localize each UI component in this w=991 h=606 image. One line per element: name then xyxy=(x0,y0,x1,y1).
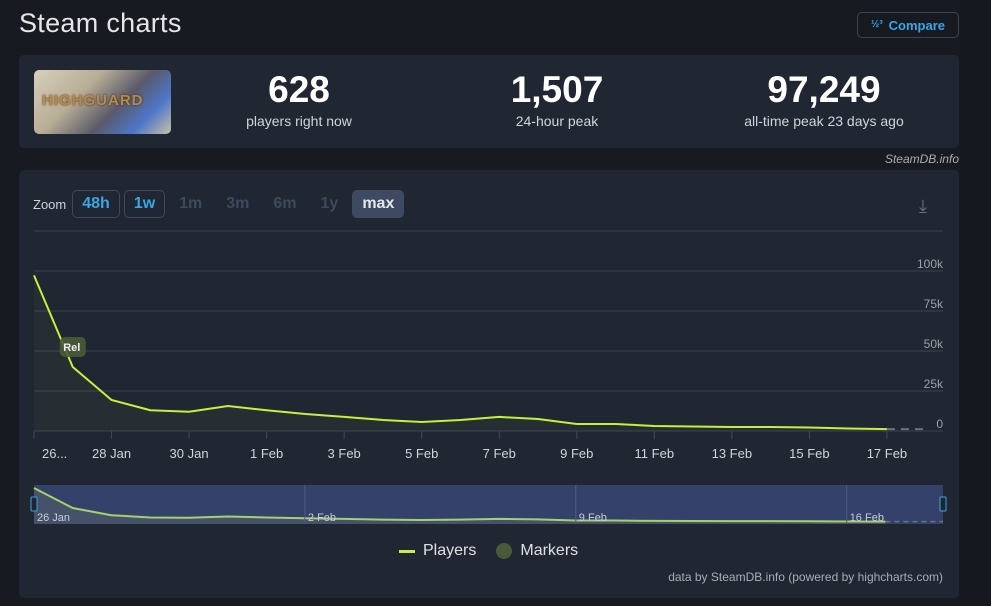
zoom-1m[interactable]: 1m xyxy=(179,195,203,212)
stats-panel: HIGHGUARD 628 players right now 1,507 24-h… xyxy=(19,55,959,148)
page-title: Steam charts xyxy=(19,8,182,38)
marker-badge xyxy=(59,337,86,357)
stat-label: 24-hour peak xyxy=(515,113,599,129)
zoom-label: Zoom xyxy=(33,196,67,212)
x-tick-label: 7 Feb xyxy=(483,446,516,461)
navigator-label: 2 Feb xyxy=(308,512,336,524)
steamdb-credit[interactable]: SteamDB.info xyxy=(884,152,959,166)
marker-label: Rel xyxy=(63,342,80,354)
chart-panel: Zoom 48h 1w 1m 3m 6m 1y max ⤓ Players Ma… xyxy=(19,170,959,598)
stat-label: all-time peak 23 days ago xyxy=(744,113,904,129)
stat-value: 97,249 xyxy=(767,69,881,110)
zoom-48h[interactable]: 48h xyxy=(72,190,120,218)
stat-value: 628 xyxy=(268,69,330,110)
download-icon[interactable]: ⤓ xyxy=(919,196,927,217)
x-tick-label: 5 Feb xyxy=(405,446,438,461)
stat-all-time-peak: 97,249 all-time peak 23 days ago xyxy=(709,69,939,129)
navigator-label: 16 Feb xyxy=(850,512,884,524)
x-tick-label: 13 Feb xyxy=(712,446,752,461)
x-tick-label: 17 Feb xyxy=(867,446,907,461)
players-line xyxy=(33,275,887,431)
navigator-line xyxy=(33,487,886,523)
zoom-selector: Zoom 48h 1w 1m 3m 6m 1y max xyxy=(33,190,405,218)
stat-24h-peak: 1,507 24-hour peak xyxy=(477,69,637,129)
navigator-area xyxy=(34,487,886,524)
y-tick-label: 75k xyxy=(924,297,944,311)
area-fill xyxy=(34,275,887,431)
y-tick-label: 0 xyxy=(936,417,943,431)
zoom-1w[interactable]: 1w xyxy=(123,190,166,218)
legend-markers[interactable]: Markers xyxy=(520,542,579,559)
x-tick-label: 9 Feb xyxy=(560,446,593,461)
x-tick-label: 30 Jan xyxy=(170,446,209,461)
zoom-6m[interactable]: 6m xyxy=(273,195,297,212)
x-tick-label: 15 Feb xyxy=(789,446,829,461)
navigator-handle-right[interactable] xyxy=(939,496,947,512)
x-tick-label: 11 Feb xyxy=(635,446,675,461)
y-tick-label: 50k xyxy=(924,337,944,351)
chart-legend: Players Markers xyxy=(399,542,578,560)
compare-label: Compare xyxy=(888,17,946,33)
navigator-label: 9 Feb xyxy=(579,512,607,524)
chart-credit[interactable]: data by SteamDB.info (powered by highcha… xyxy=(668,570,943,584)
x-tick-label: 3 Feb xyxy=(328,446,361,461)
markers-swatch xyxy=(496,543,513,559)
stat-value: 1,507 xyxy=(510,69,604,110)
compare-button[interactable]: ½³ Compare xyxy=(857,12,959,38)
zoom-max[interactable]: max xyxy=(352,190,405,218)
game-logo: HIGHGUARD xyxy=(42,92,144,109)
stat-current: 628 players right now xyxy=(219,69,379,129)
navigator-label: 26 Jan xyxy=(37,512,70,524)
numbers-icon: ½³ xyxy=(870,19,883,30)
legend-players[interactable]: Players xyxy=(423,542,477,559)
x-tick-label: 26... xyxy=(42,446,67,461)
zoom-3m[interactable]: 3m xyxy=(226,195,250,212)
players-swatch xyxy=(399,549,415,553)
y-tick-label: 25k xyxy=(924,377,944,391)
x-tick-label: 28 Jan xyxy=(92,446,131,461)
zoom-1y[interactable]: 1y xyxy=(320,195,339,212)
navigator-handle-left[interactable] xyxy=(30,496,38,512)
stat-label: players right now xyxy=(246,113,352,129)
x-tick-label: 1 Feb xyxy=(250,446,283,461)
scrollbar[interactable] xyxy=(960,0,991,606)
game-thumbnail[interactable]: HIGHGUARD xyxy=(34,70,171,134)
y-tick-label: 100k xyxy=(917,257,944,271)
